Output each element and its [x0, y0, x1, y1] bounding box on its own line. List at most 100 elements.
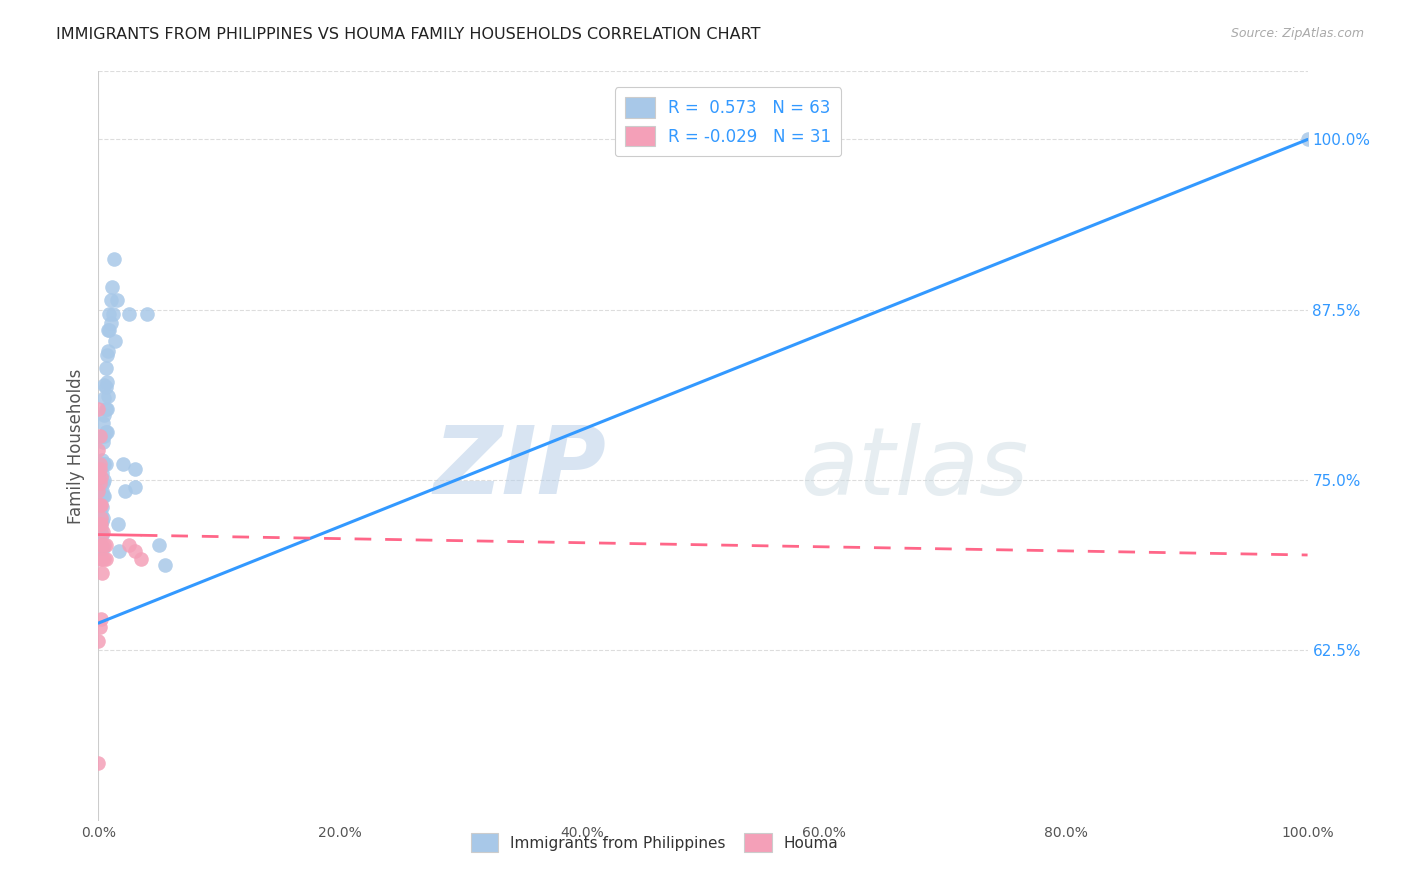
Point	[89, 473, 111, 487]
Point	[91, 452, 114, 467]
Point	[111, 457, 134, 471]
Point	[124, 462, 146, 476]
Point	[124, 480, 146, 494]
Point	[87, 470, 110, 484]
Point	[87, 483, 110, 498]
Point	[87, 633, 110, 648]
Point	[103, 252, 125, 267]
Point	[97, 388, 120, 402]
Point	[96, 348, 118, 362]
Point	[101, 307, 124, 321]
Point	[89, 498, 111, 512]
Point	[94, 380, 117, 394]
Point	[114, 483, 136, 498]
Point	[94, 402, 117, 417]
Point	[93, 473, 115, 487]
Point	[129, 552, 152, 566]
Point	[108, 544, 131, 558]
Point	[96, 425, 118, 440]
Point	[91, 490, 114, 504]
Point	[90, 521, 112, 535]
Point	[91, 467, 114, 481]
Point	[98, 323, 121, 337]
Point	[91, 475, 114, 490]
Point	[94, 457, 117, 471]
Point	[89, 538, 111, 552]
Point	[89, 516, 111, 531]
Point	[104, 334, 127, 348]
Point	[90, 475, 112, 490]
Point	[94, 425, 117, 440]
Point	[105, 293, 128, 308]
Text: IMMIGRANTS FROM PHILIPPINES VS HOUMA FAMILY HOUSEHOLDS CORRELATION CHART: IMMIGRANTS FROM PHILIPPINES VS HOUMA FAM…	[56, 27, 761, 42]
Point	[90, 541, 112, 556]
Point	[100, 279, 122, 293]
Point	[96, 375, 118, 389]
Point	[87, 443, 110, 458]
Point	[93, 377, 115, 392]
Point	[87, 756, 110, 771]
Point	[87, 402, 110, 417]
Point	[94, 361, 117, 376]
Point	[118, 307, 141, 321]
Point	[118, 538, 141, 552]
Point	[93, 552, 115, 566]
Point	[97, 343, 120, 358]
Point	[100, 293, 122, 308]
Point	[91, 434, 114, 449]
Point	[124, 544, 146, 558]
Point	[98, 307, 121, 321]
Text: atlas: atlas	[800, 423, 1028, 514]
Point	[93, 408, 115, 422]
Point	[89, 527, 111, 541]
Point	[93, 429, 115, 443]
Point	[90, 516, 112, 531]
Point	[90, 612, 112, 626]
Point	[91, 416, 114, 430]
Point	[89, 514, 111, 528]
Point	[90, 538, 112, 552]
Point	[90, 507, 112, 521]
Point	[153, 558, 176, 572]
Y-axis label: Family Households: Family Households	[66, 368, 84, 524]
Point	[93, 392, 115, 406]
Point	[89, 500, 111, 515]
Point	[89, 620, 111, 634]
Point	[91, 527, 114, 541]
Point	[91, 552, 114, 566]
Point	[97, 323, 120, 337]
Point	[93, 538, 115, 552]
Point	[93, 457, 115, 471]
Text: ZIP: ZIP	[433, 423, 606, 515]
Legend: Immigrants from Philippines, Houma: Immigrants from Philippines, Houma	[464, 827, 845, 858]
Point	[107, 516, 129, 531]
Point	[90, 511, 112, 525]
Point	[91, 524, 114, 539]
Point	[91, 514, 114, 528]
Point	[91, 483, 114, 498]
Point	[91, 511, 114, 525]
Point	[93, 490, 115, 504]
Point	[91, 566, 114, 580]
Point	[148, 538, 170, 552]
Point	[90, 490, 112, 504]
Point	[94, 538, 117, 552]
Point	[90, 498, 112, 512]
Point	[91, 457, 114, 471]
Point	[94, 552, 117, 566]
Point	[89, 457, 111, 471]
Point	[91, 500, 114, 515]
Point	[100, 317, 122, 331]
Text: Source: ZipAtlas.com: Source: ZipAtlas.com	[1230, 27, 1364, 40]
Point	[89, 429, 111, 443]
Point	[90, 459, 112, 474]
Point	[96, 402, 118, 417]
Point	[91, 429, 114, 443]
Point	[91, 541, 114, 556]
Point	[1296, 132, 1319, 146]
Point	[89, 462, 111, 476]
Point	[89, 552, 111, 566]
Point	[89, 475, 111, 490]
Point	[90, 470, 112, 484]
Point	[135, 307, 157, 321]
